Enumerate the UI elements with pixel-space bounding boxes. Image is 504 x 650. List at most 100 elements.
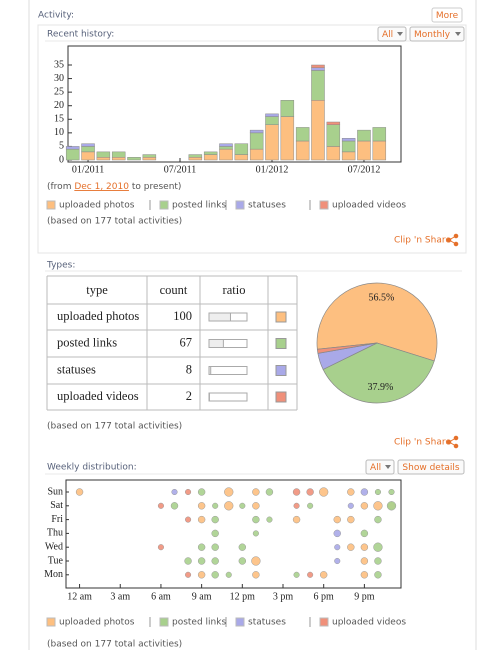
pie-slice [316, 342, 378, 354]
filter-value[interactable]: All [382, 30, 393, 40]
bubble [347, 488, 355, 496]
note: (based on 177 total activities) [47, 422, 182, 432]
bubble [360, 488, 369, 496]
filter-dropdown[interactable] [377, 26, 407, 42]
bubble [306, 488, 314, 496]
bubble [252, 488, 260, 496]
legend-swatch [235, 200, 245, 210]
bar-segment [203, 154, 218, 161]
range-prefix: (from [47, 182, 74, 192]
legend-label: posted links [172, 201, 226, 211]
bar-segment [203, 151, 218, 155]
bar-segment [249, 129, 264, 134]
y-tick-label: 0 [59, 154, 64, 165]
bubble [197, 543, 206, 551]
legend-swatch [159, 200, 169, 210]
bubble [319, 487, 329, 497]
bar-segment [265, 116, 279, 125]
bubble [225, 571, 232, 578]
bubble [333, 515, 341, 524]
filter-dropdown[interactable] [365, 459, 395, 475]
more-label[interactable]: More [436, 11, 459, 21]
bubble [265, 488, 274, 496]
bubble [292, 515, 301, 524]
bubble [251, 556, 261, 566]
bar-segment [188, 157, 203, 161]
bubble [374, 488, 381, 496]
bar-segment [142, 157, 157, 161]
range-text: (from Dec 1, 2010 to present) [47, 182, 181, 192]
x-tick-label: 12 am [67, 591, 92, 602]
bubble [185, 516, 192, 523]
period-value[interactable]: Monthly [414, 30, 451, 40]
bar-segment [188, 154, 203, 158]
bubble [211, 543, 219, 551]
more-button[interactable] [431, 7, 463, 23]
count-cell: 2 [186, 389, 192, 403]
period-dropdown[interactable] [409, 26, 465, 42]
share-link[interactable]: Clip 'n Share [394, 438, 451, 448]
bar-segment [111, 151, 126, 158]
bubble [307, 502, 314, 509]
bar-segment [311, 67, 325, 71]
y-tick-label: 20 [54, 100, 64, 111]
bubble [252, 515, 260, 524]
y-tick-label: 25 [54, 86, 64, 97]
legend-label: uploaded videos [332, 201, 406, 211]
bubble [211, 557, 219, 565]
dropdown-arrow [397, 32, 403, 36]
bubble [292, 488, 301, 496]
type-swatch [275, 391, 287, 403]
bubble [197, 488, 206, 496]
bar-segment [96, 151, 111, 158]
details-label[interactable]: Show details [402, 463, 459, 473]
panel-title: Activity: [38, 11, 74, 21]
legend-label: statuses [248, 618, 286, 628]
x-tick-label: 6 pm [314, 591, 335, 602]
legend-label: statuses [248, 201, 286, 211]
bar-segment [357, 140, 371, 161]
bar-segment [326, 121, 341, 125]
bubble [75, 488, 84, 496]
bar-segment [234, 154, 249, 161]
bar-segment [295, 140, 310, 161]
bar-segment [311, 100, 325, 161]
bar-segment [219, 146, 233, 150]
x-tick-label: 9 am [192, 591, 212, 602]
legend-label: uploaded photos [59, 618, 135, 628]
filter-value[interactable]: All [370, 463, 381, 473]
bubble [386, 501, 397, 511]
bar-segment [280, 116, 295, 161]
bubble [293, 502, 300, 509]
bubble [374, 515, 382, 524]
share-link[interactable]: Clip 'n Share [394, 236, 451, 246]
bubble [171, 488, 178, 496]
x-tick-label: 01/2012 [256, 164, 289, 175]
y-tick-label: Sun [47, 486, 63, 497]
bubble [293, 571, 300, 578]
bubble [157, 544, 164, 551]
plot-frame [65, 479, 402, 589]
bubble [211, 515, 219, 524]
section-title: Recent history: [47, 30, 114, 40]
y-tick-label: 10 [54, 127, 64, 138]
bubble [252, 530, 259, 537]
bar-segment [341, 140, 356, 153]
bar-segment [295, 127, 310, 142]
bar-segment [81, 143, 95, 147]
bar-segment [326, 124, 341, 147]
bar-segment [81, 151, 95, 161]
bubble [212, 502, 219, 509]
bar-segment [65, 146, 80, 150]
x-tick-label: 07/2012 [348, 164, 381, 175]
x-tick-label: 6 am [151, 591, 171, 602]
details-button[interactable] [397, 459, 465, 475]
bar-segment [311, 70, 325, 101]
legend-swatch [235, 617, 245, 627]
bar-segment [341, 138, 356, 142]
note: (based on 177 total activities) [47, 217, 182, 227]
share-icon [446, 435, 459, 449]
x-tick-label: 9 pm [354, 591, 375, 602]
bubble [319, 571, 328, 579]
range-date[interactable]: Dec 1, 2010 [74, 182, 129, 192]
